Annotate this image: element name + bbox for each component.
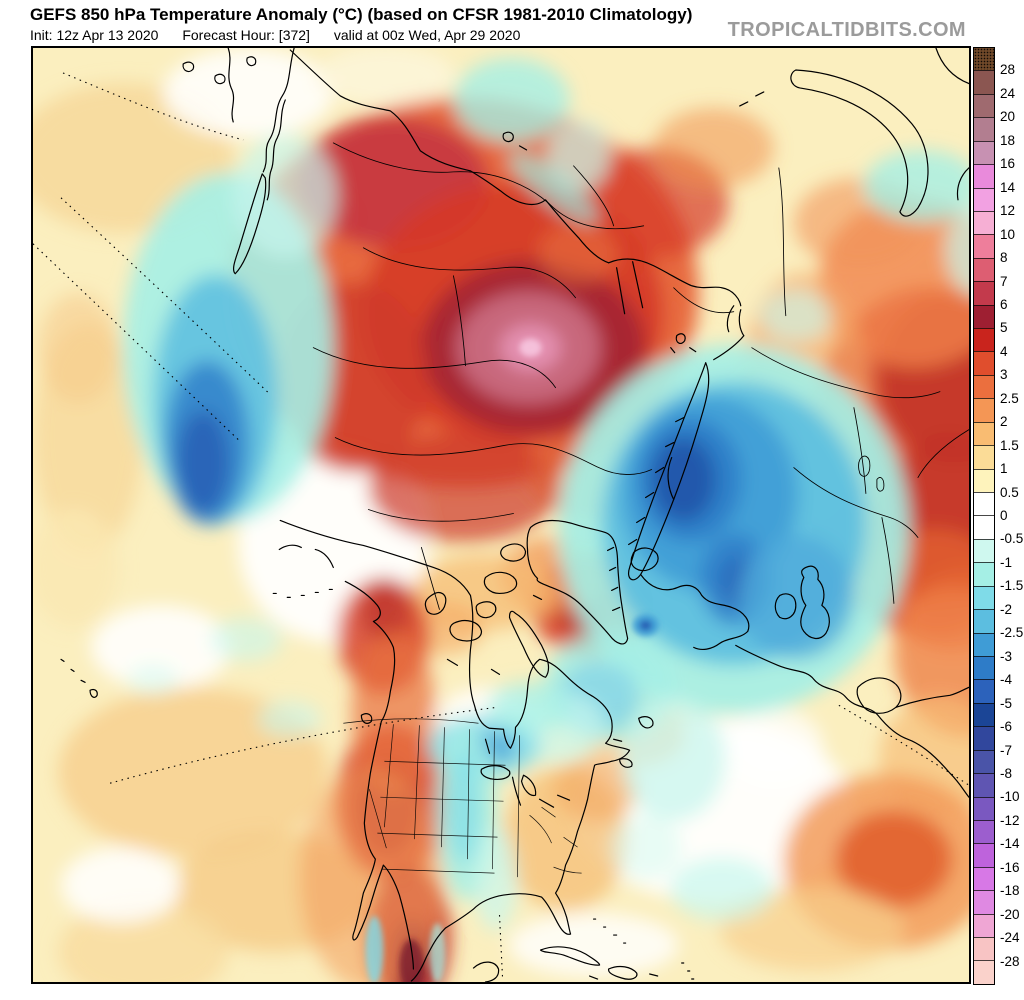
colorbar-segment — [974, 515, 994, 539]
colorbar-tick-label: 14 — [1000, 179, 1016, 195]
colorbar-segment — [974, 562, 994, 586]
colorbar-tick-label: 3 — [1000, 367, 1008, 383]
colorbar-tick-label: -24 — [1000, 930, 1020, 946]
colorbar-tick-label: 16 — [1000, 156, 1016, 172]
colorbar-segment — [974, 421, 994, 446]
political-borders — [312, 142, 969, 610]
colorbar-tick-label: -7 — [1000, 742, 1013, 758]
colorbar-segment — [974, 819, 994, 844]
colorbar-segment — [974, 351, 994, 375]
colorbar-tick-label: 12 — [1000, 203, 1016, 219]
graticule-dotted-lines — [33, 72, 969, 978]
colorbar-tick-label: 8 — [1000, 250, 1008, 266]
colorbar-tick-label: -28 — [1000, 953, 1020, 969]
coastlines — [60, 48, 969, 982]
colorbar-tick-label: -14 — [1000, 836, 1020, 852]
colorbar-segment — [974, 281, 994, 305]
colorbar-segment — [974, 749, 994, 774]
colorbar-tick-label: 0.5 — [1000, 484, 1019, 500]
colorbar-tick-label: -20 — [1000, 906, 1020, 922]
colorbar-segment — [974, 140, 994, 165]
colorbar-segment — [974, 913, 994, 938]
tropicaltidbits-watermark: TROPICALTIDBITS.COM — [727, 19, 966, 41]
init-time: Init: 12z Apr 13 2020 — [30, 27, 159, 43]
anomaly-map — [31, 46, 971, 984]
colorbar-segment — [974, 257, 994, 282]
anomaly-map-svg — [33, 48, 969, 982]
colorbar-tick-label: -1.5 — [1000, 578, 1024, 594]
colorbar-tick-label: -16 — [1000, 859, 1020, 875]
colorbar-tick-label: 2.5 — [1000, 390, 1019, 406]
colorbar-segment — [974, 796, 994, 820]
colorbar-tick-label: -18 — [1000, 883, 1020, 899]
colorbar-tick-label: -3 — [1000, 648, 1013, 664]
colorbar-tick-label: -6 — [1000, 719, 1013, 735]
colorbar-tick-label: -8 — [1000, 765, 1013, 781]
colorbar-tick-label: -12 — [1000, 812, 1020, 828]
colorbar-segment — [974, 374, 994, 399]
colorbar-tick-label: 28 — [1000, 62, 1016, 78]
colorbar-segment — [974, 70, 994, 94]
colorbar-segment — [974, 445, 994, 469]
colorbar-segment — [974, 866, 994, 891]
colorbar-tick-label: 18 — [1000, 132, 1016, 148]
colorbar-tick-label: 4 — [1000, 343, 1008, 359]
page-title: GEFS 850 hPa Temperature Anomaly (°C) (b… — [30, 5, 693, 24]
colorbar-tick-label: 7 — [1000, 273, 1008, 289]
colorbar-tick-label: -1 — [1000, 554, 1013, 570]
colorbar-tick-label: 24 — [1000, 85, 1016, 101]
colorbar-tick-label: 6 — [1000, 296, 1008, 312]
colorbar-tick-label: 1.5 — [1000, 437, 1019, 453]
colorbar-segment — [974, 679, 994, 703]
colorbar-segment — [974, 234, 994, 258]
colorbar-segment — [974, 328, 994, 352]
colorbar-tick-label: 20 — [1000, 109, 1016, 125]
colorbar-segment — [974, 726, 994, 750]
colorbar-segment — [974, 655, 994, 680]
colorbar-tick-label: -5 — [1000, 695, 1013, 711]
colorbar-segment — [974, 538, 994, 563]
colorbar-segment — [974, 187, 994, 211]
colorbar-segment — [974, 960, 994, 984]
colorbar-segment — [974, 890, 994, 914]
valid-time: valid at 00z Wed, Apr 29 2020 — [333, 27, 521, 43]
colorbar-segment — [974, 468, 994, 493]
colorbar-swatches — [973, 47, 995, 985]
colorbar-segment — [974, 164, 994, 188]
colorbar-tick-label: 1 — [1000, 461, 1008, 477]
anomaly-field-cores — [365, 338, 659, 982]
colorbar-segment — [974, 585, 994, 610]
colorbar-tick-label: -0.5 — [1000, 531, 1024, 547]
colorbar-segment — [974, 632, 994, 656]
forecast-hour: Forecast Hour: [372] — [182, 27, 310, 43]
colorbar-tick-label: 2 — [1000, 414, 1008, 430]
colorbar-segment — [974, 702, 994, 727]
colorbar-segment — [974, 609, 994, 633]
colorbar-segment — [974, 93, 994, 118]
colorbar-segment — [974, 937, 994, 961]
colorbar-tick-label: -4 — [1000, 672, 1013, 688]
colorbar-segment — [974, 210, 994, 235]
colorbar-tick-label: 10 — [1000, 226, 1016, 242]
colorbar-segment — [974, 48, 994, 71]
colorbar-tick-label: 0 — [1000, 508, 1008, 523]
colorbar-tick-label: -10 — [1000, 789, 1020, 805]
colorbar-segment — [974, 492, 994, 516]
colorbar-segment — [974, 398, 994, 422]
colorbar-segment — [974, 117, 994, 141]
colorbar-segment — [974, 843, 994, 867]
colorbar-segment — [974, 773, 994, 797]
colorbar-tick-label: -2 — [1000, 601, 1013, 617]
run-info-line: Init: 12z Apr 13 2020 Forecast Hour: [37… — [30, 27, 540, 43]
colorbar-segment — [974, 304, 994, 329]
colorbar-tick-label: -2.5 — [1000, 625, 1024, 641]
us-state-borders — [343, 718, 582, 878]
colorbar-tick-label: 5 — [1000, 320, 1008, 336]
